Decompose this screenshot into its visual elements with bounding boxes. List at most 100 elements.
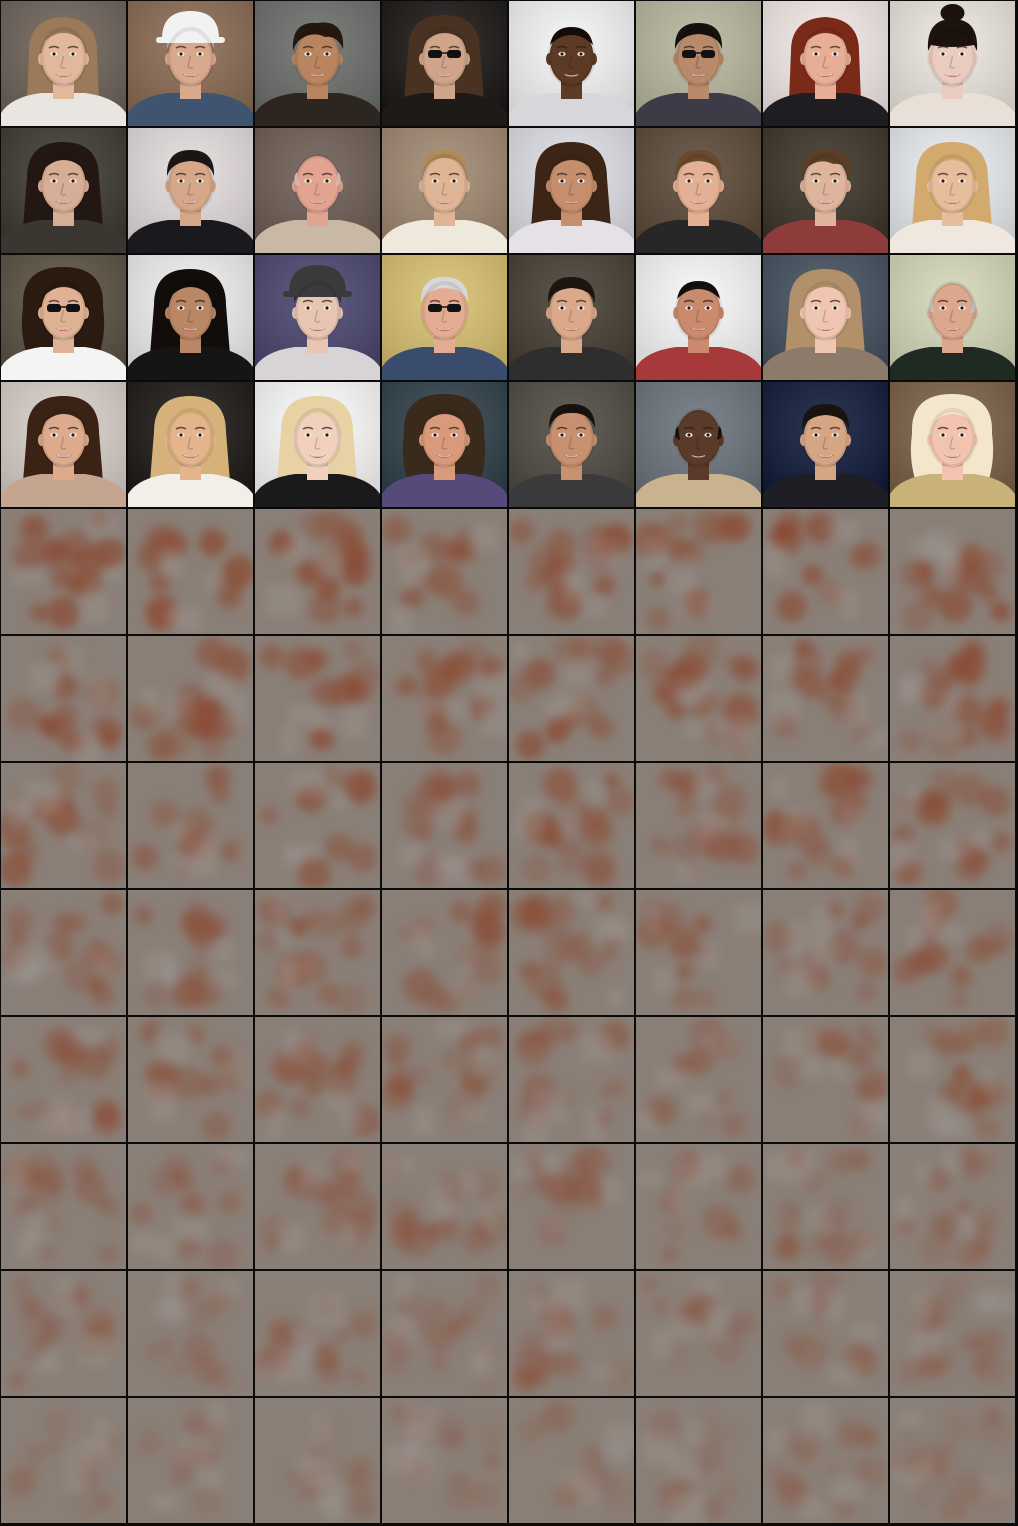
- blurred-noise-image: [128, 509, 253, 634]
- noise-sample-cell: [255, 636, 380, 761]
- noise-sample-cell: [128, 509, 253, 634]
- face-portrait-image: [382, 128, 507, 253]
- noise-sample-cell: [382, 1398, 507, 1523]
- noise-sample-cell: [1, 636, 126, 761]
- face-photo-cell: [509, 255, 634, 380]
- face-portrait-image: [1, 382, 126, 507]
- blurred-noise-image: [890, 1017, 1015, 1142]
- noise-sample-cell: [636, 1017, 761, 1142]
- blurred-noise-image: [890, 1271, 1015, 1396]
- face-portrait-image: [1, 255, 126, 380]
- noise-sample-cell: [382, 1271, 507, 1396]
- blurred-noise-image: [382, 1271, 507, 1396]
- noise-sample-cell: [509, 763, 634, 888]
- face-photo-cell: [255, 255, 380, 380]
- noise-sample-cell: [1, 1271, 126, 1396]
- blurred-noise-image: [1, 1017, 126, 1142]
- face-photo-cell: [128, 255, 253, 380]
- face-photo-cell: [509, 1, 634, 126]
- noise-sample-cell: [255, 1271, 380, 1396]
- blurred-noise-image: [890, 890, 1015, 1015]
- face-portrait-image: [382, 1, 507, 126]
- blurred-noise-image: [763, 509, 888, 634]
- noise-sample-cell: [382, 890, 507, 1015]
- blurred-noise-image: [128, 636, 253, 761]
- blurred-noise-image: [636, 1144, 761, 1269]
- blurred-noise-image: [890, 1144, 1015, 1269]
- noise-sample-cell: [890, 1271, 1015, 1396]
- noise-sample-cell: [636, 1398, 761, 1523]
- blurred-noise-image: [509, 1271, 634, 1396]
- blurred-noise-image: [1, 1398, 126, 1523]
- blurred-noise-image: [382, 1017, 507, 1142]
- face-portrait-image: [636, 128, 761, 253]
- blurred-noise-image: [636, 1398, 761, 1523]
- blurred-noise-image: [636, 890, 761, 1015]
- face-photo-cell: [636, 382, 761, 507]
- noise-sample-cell: [128, 1398, 253, 1523]
- noise-sample-cell: [763, 509, 888, 634]
- face-portrait-image: [382, 382, 507, 507]
- blurred-noise-image: [255, 890, 380, 1015]
- face-portrait-image: [255, 382, 380, 507]
- noise-sample-cell: [763, 1144, 888, 1269]
- blurred-noise-image: [128, 1271, 253, 1396]
- noise-sample-cell: [255, 1398, 380, 1523]
- noise-sample-cell: [255, 1144, 380, 1269]
- blurred-noise-image: [382, 509, 507, 634]
- blurred-noise-image: [509, 509, 634, 634]
- blurred-noise-image: [1, 890, 126, 1015]
- face-portrait-image: [763, 1, 888, 126]
- blurred-noise-image: [509, 1017, 634, 1142]
- face-photo-cell: [255, 1, 380, 126]
- face-portrait-image: [509, 255, 634, 380]
- blurred-noise-image: [382, 890, 507, 1015]
- noise-sample-cell: [1, 1144, 126, 1269]
- noise-sample-cell: [509, 1017, 634, 1142]
- blurred-noise-image: [763, 1398, 888, 1523]
- face-photo-cell: [382, 128, 507, 253]
- face-portrait-image: [763, 382, 888, 507]
- noise-sample-cell: [890, 636, 1015, 761]
- noise-sample-cell: [255, 1017, 380, 1142]
- face-photo-cell: [890, 128, 1015, 253]
- face-photo-cell: [255, 382, 380, 507]
- blurred-noise-image: [382, 1398, 507, 1523]
- blurred-noise-image: [890, 763, 1015, 888]
- face-photo-cell: [636, 128, 761, 253]
- blurred-noise-image: [128, 1144, 253, 1269]
- blurred-noise-image: [890, 509, 1015, 634]
- noise-sample-cell: [509, 1144, 634, 1269]
- noise-sample-cell: [382, 763, 507, 888]
- noise-sample-cell: [763, 1271, 888, 1396]
- blurred-noise-image: [128, 1017, 253, 1142]
- noise-sample-cell: [890, 509, 1015, 634]
- noise-sample-cell: [763, 763, 888, 888]
- noise-sample-cell: [763, 1017, 888, 1142]
- face-photo-cell: [255, 128, 380, 253]
- face-portrait-image: [255, 1, 380, 126]
- face-photo-cell: [128, 128, 253, 253]
- blurred-noise-image: [1, 509, 126, 634]
- face-portrait-image: [128, 128, 253, 253]
- blurred-noise-image: [763, 763, 888, 888]
- noise-sample-cell: [1, 763, 126, 888]
- noise-sample-cell: [763, 890, 888, 1015]
- noise-sample-cell: [255, 509, 380, 634]
- face-photo-cell: [1, 382, 126, 507]
- blurred-noise-image: [1, 1144, 126, 1269]
- blurred-noise-image: [255, 1271, 380, 1396]
- noise-sample-cell: [1, 1017, 126, 1142]
- face-photo-cell: [382, 1, 507, 126]
- blurred-noise-image: [509, 763, 634, 888]
- blurred-noise-image: [1, 636, 126, 761]
- face-portrait-image: [255, 128, 380, 253]
- noise-sample-cell: [128, 636, 253, 761]
- blurred-noise-image: [509, 1144, 634, 1269]
- face-portrait-image: [509, 128, 634, 253]
- face-portrait-image: [636, 255, 761, 380]
- blurred-noise-image: [636, 509, 761, 634]
- noise-sample-cell: [890, 763, 1015, 888]
- noise-sample-cell: [382, 1017, 507, 1142]
- blurred-noise-image: [763, 1144, 888, 1269]
